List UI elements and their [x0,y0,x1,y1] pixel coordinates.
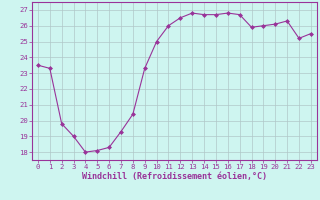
X-axis label: Windchill (Refroidissement éolien,°C): Windchill (Refroidissement éolien,°C) [82,172,267,181]
